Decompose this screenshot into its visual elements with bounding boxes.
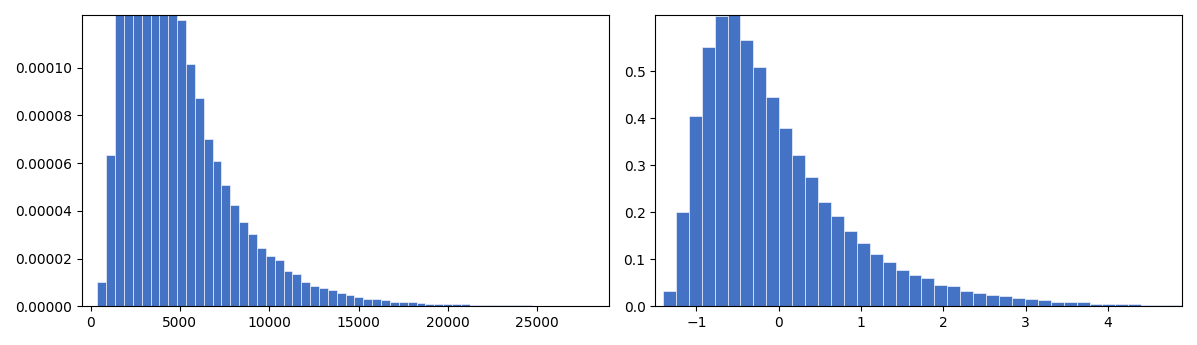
- Bar: [792, 155, 806, 306]
- Bar: [239, 222, 248, 306]
- Bar: [435, 304, 443, 306]
- Bar: [203, 139, 213, 306]
- Bar: [310, 286, 320, 306]
- Bar: [302, 282, 310, 306]
- Bar: [354, 297, 364, 306]
- Bar: [779, 128, 792, 306]
- Bar: [870, 254, 882, 306]
- Bar: [715, 16, 728, 306]
- Bar: [417, 303, 425, 306]
- Bar: [346, 295, 354, 306]
- Bar: [1076, 303, 1089, 306]
- Bar: [328, 290, 336, 306]
- Bar: [960, 291, 973, 306]
- Bar: [115, 0, 124, 306]
- Bar: [107, 155, 115, 306]
- Bar: [818, 202, 831, 306]
- Bar: [336, 293, 346, 306]
- Bar: [257, 248, 266, 306]
- Bar: [141, 0, 151, 306]
- Bar: [844, 231, 857, 306]
- Bar: [1011, 298, 1025, 306]
- Bar: [364, 299, 372, 306]
- Bar: [728, 12, 741, 306]
- Bar: [986, 295, 999, 306]
- Bar: [230, 205, 239, 306]
- Bar: [1038, 300, 1051, 306]
- Bar: [159, 0, 169, 306]
- Bar: [487, 305, 497, 306]
- Bar: [1025, 299, 1038, 306]
- Bar: [248, 235, 257, 306]
- Bar: [284, 271, 292, 306]
- Bar: [831, 216, 844, 306]
- Bar: [320, 287, 328, 306]
- Bar: [505, 305, 514, 306]
- Bar: [514, 305, 523, 306]
- Bar: [443, 304, 452, 306]
- Bar: [1064, 302, 1076, 306]
- Bar: [766, 97, 779, 306]
- Bar: [169, 0, 177, 306]
- Bar: [97, 282, 107, 306]
- Bar: [688, 116, 701, 306]
- Bar: [753, 68, 766, 306]
- Bar: [195, 98, 203, 306]
- Bar: [292, 274, 302, 306]
- Bar: [221, 185, 230, 306]
- Bar: [177, 20, 186, 306]
- Bar: [1051, 302, 1064, 306]
- Bar: [947, 286, 960, 306]
- Bar: [479, 305, 487, 306]
- Bar: [1193, 305, 1197, 306]
- Bar: [523, 305, 531, 306]
- Bar: [274, 260, 284, 306]
- Bar: [882, 262, 895, 306]
- Bar: [1102, 304, 1116, 306]
- Bar: [663, 291, 676, 306]
- Bar: [133, 0, 141, 306]
- Bar: [999, 296, 1011, 306]
- Bar: [1089, 304, 1102, 306]
- Bar: [186, 64, 195, 306]
- Bar: [124, 0, 133, 306]
- Bar: [857, 244, 870, 306]
- Bar: [408, 303, 417, 306]
- Bar: [1180, 305, 1193, 306]
- Bar: [266, 256, 274, 306]
- Bar: [399, 302, 408, 306]
- Bar: [1116, 304, 1129, 306]
- Bar: [452, 304, 461, 306]
- Bar: [372, 299, 381, 306]
- Bar: [461, 304, 469, 306]
- Bar: [676, 212, 688, 306]
- Bar: [151, 0, 159, 306]
- Bar: [213, 161, 221, 306]
- Bar: [1129, 304, 1141, 306]
- Bar: [1154, 305, 1167, 306]
- Bar: [909, 275, 922, 306]
- Bar: [469, 305, 479, 306]
- Bar: [701, 47, 715, 306]
- Bar: [935, 285, 947, 306]
- Bar: [1141, 305, 1154, 306]
- Bar: [390, 302, 399, 306]
- Bar: [425, 304, 435, 306]
- Bar: [381, 300, 390, 306]
- Bar: [973, 293, 986, 306]
- Bar: [741, 40, 753, 306]
- Bar: [806, 177, 818, 306]
- Bar: [895, 270, 909, 306]
- Bar: [497, 305, 505, 306]
- Bar: [922, 278, 935, 306]
- Bar: [1167, 305, 1180, 306]
